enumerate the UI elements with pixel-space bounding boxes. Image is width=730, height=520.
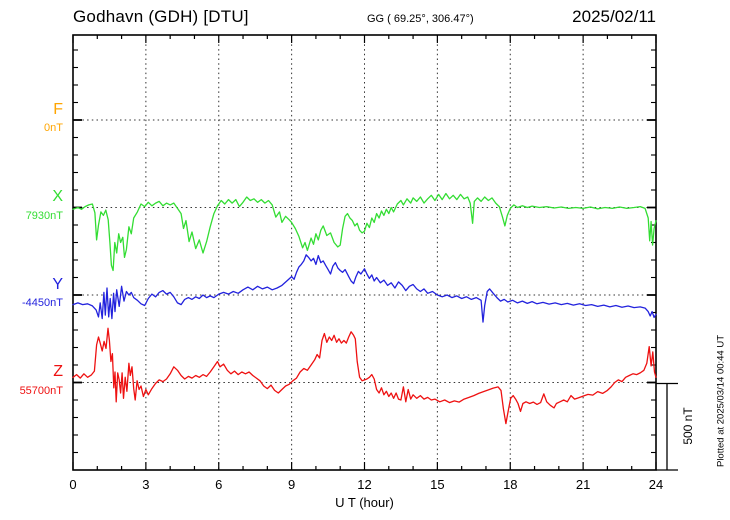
channel-baseline-x: 7930nT — [25, 210, 63, 222]
x-tick-3: 3 — [142, 477, 150, 492]
channel-label-f: F — [53, 101, 63, 118]
plot-date: 2025/02/11 — [572, 7, 656, 26]
channel-baseline-z: 55700nT — [19, 385, 63, 397]
channel-label-z: Z — [53, 363, 63, 380]
x-tick-24: 24 — [648, 477, 664, 492]
channel-baseline-f: 0nT — [44, 122, 63, 134]
trace-y — [72, 254, 657, 323]
channel-baseline-y: -4450nT — [22, 297, 63, 309]
x-axis-label: U T (hour) — [335, 495, 394, 510]
x-tick-9: 9 — [287, 477, 296, 492]
scale-bar-label: 500 nT — [681, 407, 695, 445]
channel-label-y: Y — [52, 276, 63, 293]
trace-x — [72, 192, 657, 272]
geographic-coordinates: GG ( 69.25°, 306.47°) — [367, 13, 474, 25]
plot-frame — [72, 34, 657, 471]
x-tick-6: 6 — [215, 477, 223, 492]
x-tick-21: 21 — [575, 477, 591, 492]
channel-label-x: X — [52, 188, 63, 205]
x-tick-15: 15 — [430, 477, 445, 492]
x-tick-0: 0 — [69, 477, 77, 492]
station-title: Godhavn (GDH) [DTU] — [73, 7, 249, 26]
plotted-at-note: Plotted at 2025/03/14 00:44 UT — [715, 334, 727, 468]
x-tick-12: 12 — [357, 477, 372, 492]
trace-z — [72, 327, 657, 425]
x-tick-18: 18 — [503, 477, 518, 492]
